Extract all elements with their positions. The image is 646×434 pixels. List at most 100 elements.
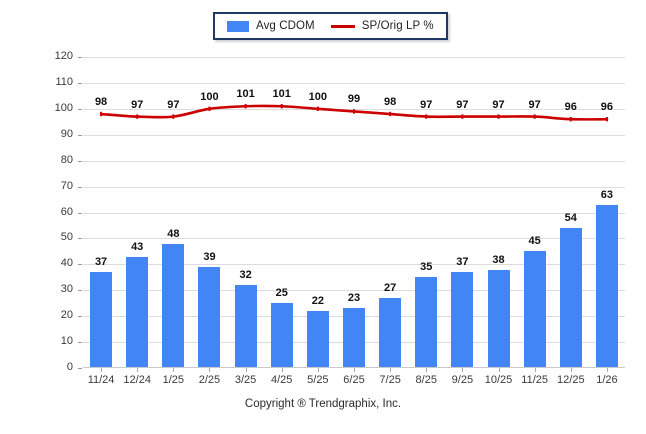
bar-value-label: 43 [131, 240, 144, 253]
x-tick-label: 10/25 [484, 374, 513, 386]
bar[interactable] [126, 256, 149, 368]
gridline [83, 57, 625, 58]
y-tick-mark [78, 134, 82, 136]
line-value-label: 97 [456, 98, 469, 111]
bar[interactable] [162, 243, 185, 368]
bar[interactable] [306, 310, 329, 368]
y-tick-mark [78, 82, 82, 84]
bar-value-label: 39 [203, 250, 216, 263]
bar-value-label: 38 [492, 253, 505, 266]
y-tick-mark [78, 57, 82, 58]
x-tick-mark [173, 368, 175, 372]
line-value-label: 101 [272, 88, 291, 101]
line-value-label: 97 [528, 98, 541, 111]
y-tick-label: 0 [66, 361, 73, 373]
x-tick-mark [245, 368, 247, 372]
line-value-label: 97 [420, 98, 433, 111]
y-tick-mark [78, 342, 82, 344]
y-tick-mark [78, 316, 82, 318]
y-tick-label: 120 [54, 50, 73, 62]
x-tick-mark [534, 368, 536, 372]
y-tick-label: 50 [60, 231, 73, 244]
x-tick-label: 2/25 [198, 374, 221, 386]
x-tick-label: 12/25 [557, 374, 585, 386]
y-tick-mark [78, 108, 82, 110]
plot-area [83, 57, 625, 368]
x-tick-mark [462, 368, 464, 372]
x-tick-label: 11/24 [87, 374, 115, 386]
y-tick-label: 40 [60, 257, 73, 270]
bar-value-label: 23 [347, 292, 361, 305]
bar[interactable] [270, 303, 293, 368]
legend-item-avg-cdom[interactable]: Avg CDOM [227, 20, 315, 32]
bar-swatch-icon [227, 20, 249, 32]
line-series-sp-orig-lp [99, 104, 609, 122]
line-value-label: 101 [236, 88, 255, 101]
line-value-label: 99 [347, 93, 361, 106]
line-value-label: 97 [131, 98, 144, 111]
x-tick-mark [281, 368, 283, 372]
legend-label-avg-cdom: Avg CDOM [256, 20, 315, 32]
copyright-notice: Copyright ® Trendgraphix, Inc. [244, 398, 402, 410]
bar-value-label: 25 [275, 287, 288, 300]
x-tick-label: 11/25 [521, 374, 549, 386]
bar[interactable] [487, 269, 510, 368]
gridline [83, 82, 625, 84]
bar[interactable] [451, 272, 474, 368]
bar[interactable] [415, 277, 438, 368]
y-tick-label: 70 [60, 179, 73, 192]
x-tick-label: 9/25 [451, 374, 474, 386]
y-tick-label: 60 [60, 205, 73, 218]
line-value-label: 97 [492, 98, 505, 111]
x-tick-label: 5/25 [307, 374, 329, 386]
x-tick-label: 3/25 [234, 374, 257, 386]
y-tick-label: 80 [60, 153, 73, 166]
x-tick-mark [209, 368, 211, 372]
bar-value-label: 54 [564, 212, 577, 225]
y-axis-title: SP/Orig. LP % [28, 0, 50, 79]
bar[interactable] [595, 204, 618, 368]
bar-value-label: 27 [384, 282, 397, 295]
x-tick-label: 8/25 [415, 374, 437, 386]
bar[interactable] [234, 285, 257, 368]
x-tick-mark [137, 368, 139, 372]
y-tick-label: 20 [60, 309, 73, 322]
gridline [83, 290, 625, 292]
x-tick-mark [390, 368, 392, 372]
gridline [83, 186, 625, 188]
bar[interactable] [198, 266, 221, 368]
y-tick-label: 90 [60, 127, 73, 140]
line-value-label: 100 [308, 90, 328, 103]
x-tick-mark [498, 368, 500, 372]
bar[interactable] [523, 251, 546, 368]
bar-value-label: 48 [167, 227, 180, 240]
bar[interactable] [343, 308, 365, 368]
x-tick-mark [317, 368, 319, 372]
line-value-label: 97 [167, 98, 180, 111]
y-tick-label: 30 [60, 283, 73, 296]
y-tick-mark [78, 368, 82, 369]
gridline [83, 238, 625, 240]
y-tick-mark [78, 264, 82, 266]
bar-value-label: 37 [94, 256, 108, 269]
bar[interactable] [90, 272, 113, 368]
line-value-label: 98 [94, 96, 108, 109]
gridline [83, 134, 625, 136]
bar[interactable] [379, 298, 402, 368]
legend-item-sp-orig-lp[interactable]: SP/Orig LP % [330, 20, 434, 32]
x-tick-label: 7/25 [379, 374, 401, 386]
bar-value-label: 37 [456, 256, 469, 269]
x-tick-mark [354, 368, 355, 372]
line-value-label: 96 [600, 101, 614, 114]
bar-value-label: 45 [528, 235, 541, 248]
x-tick-label: 6/25 [343, 374, 365, 386]
x-tick-label: 1/26 [596, 374, 618, 386]
y-axis-title-wrap: SP/Orig. LP % [10, 57, 32, 368]
bar[interactable] [559, 228, 582, 368]
y-tick-mark [78, 186, 82, 188]
line-value-label: 98 [384, 96, 397, 109]
chart-legend: Avg CDOM SP/Orig LP % [213, 12, 448, 40]
gridline [83, 160, 625, 162]
y-tick-mark [78, 238, 82, 240]
